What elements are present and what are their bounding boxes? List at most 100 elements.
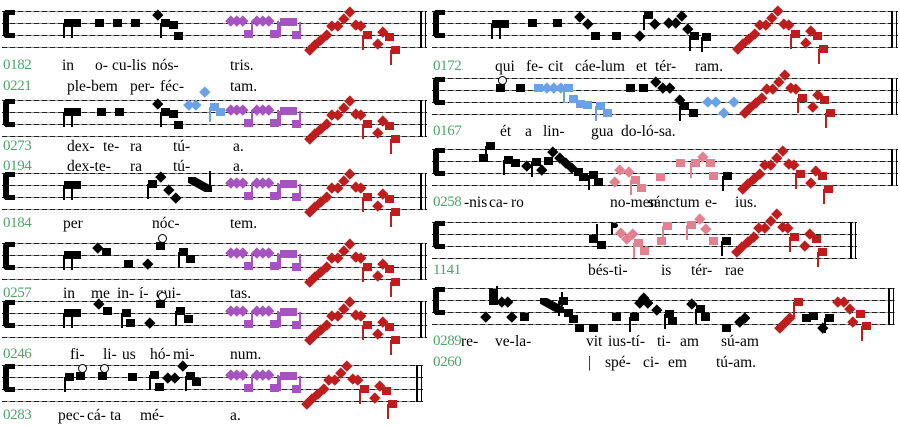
staff-line (432, 114, 898, 116)
note-square (708, 172, 718, 180)
note-diamond (581, 18, 593, 30)
chant-id: 0172 (433, 58, 462, 74)
staff-line (2, 365, 423, 367)
note-square (596, 241, 606, 249)
note-square (243, 30, 253, 38)
note-square (667, 317, 677, 325)
note-square (533, 84, 543, 92)
note-square (168, 110, 178, 118)
note-stem (251, 110, 254, 123)
note-square (574, 324, 584, 332)
note-stem (71, 112, 73, 127)
staff-line (2, 325, 427, 327)
note-stem (818, 49, 820, 64)
quilisma-curl (158, 292, 167, 301)
note-stem (63, 185, 65, 200)
c-clef-bowl (433, 221, 439, 249)
note-square (656, 237, 666, 245)
note-square (485, 142, 495, 150)
note-square (243, 119, 253, 127)
note-stem (63, 23, 65, 38)
double-barline (891, 149, 893, 187)
note-stem (823, 189, 825, 204)
note-square (243, 320, 253, 328)
note-square (588, 235, 598, 243)
note-stem (825, 113, 827, 128)
staff-system-7 (432, 69, 898, 128)
note-square (149, 371, 159, 379)
c-clef-top-serif (5, 99, 15, 104)
note-square (611, 313, 621, 321)
c-clef-bottom-serif (435, 244, 445, 249)
staff-line (2, 136, 427, 138)
note-square (790, 30, 800, 38)
note-stem (390, 212, 392, 227)
c-clef-bottom-serif (435, 310, 445, 315)
quilisma-note (495, 84, 505, 92)
c-clef-top-serif (5, 364, 15, 369)
note-square (291, 385, 301, 393)
c-clef-top-serif (435, 77, 445, 82)
note-square (824, 314, 834, 322)
note-square (64, 373, 74, 381)
lyric-syllable: gua (591, 123, 614, 140)
lyric-row: 0258 -nis ca-ro no-men sánctum e-ius. (432, 194, 898, 214)
double-barline (888, 288, 890, 326)
staff-line (2, 267, 427, 269)
note-square (575, 100, 585, 108)
note-stem (695, 309, 697, 324)
note-square (185, 255, 195, 263)
double-barline (895, 78, 898, 116)
staff-line (2, 124, 427, 126)
note-stem (71, 313, 73, 328)
note-square (789, 233, 799, 241)
c-clef (3, 172, 16, 200)
note-stem (662, 226, 664, 241)
staff-line (432, 47, 898, 49)
note-square (173, 121, 183, 129)
quilisma-curl (158, 234, 167, 243)
note-square (175, 307, 185, 315)
chant-id: 0194 (3, 158, 32, 174)
note-square (705, 159, 715, 167)
note-square (287, 372, 297, 380)
note-stem (64, 377, 66, 392)
note-stem (63, 112, 65, 127)
note-stem (485, 146, 487, 161)
staff-line (432, 234, 857, 236)
lyric-row: 0257 in me in-í-qui-tas. (2, 285, 427, 305)
note-square (588, 324, 598, 332)
note-stem (277, 21, 280, 34)
staff-line (432, 222, 857, 224)
staff-line (432, 324, 895, 326)
lyric-syllable: et (636, 58, 648, 75)
c-clef (3, 99, 16, 127)
note-square (112, 19, 122, 27)
note-square (643, 11, 653, 19)
note-square (662, 222, 672, 230)
c-clef-bottom-serif (5, 387, 15, 392)
note-diamond (650, 304, 662, 316)
note-square (279, 250, 289, 258)
staff-line (2, 313, 427, 315)
quilisma-note (75, 372, 85, 380)
note-square (390, 208, 400, 216)
note-square (582, 101, 592, 109)
staff-line (2, 185, 427, 187)
c-clef-bottom-serif (435, 171, 445, 176)
note-square (630, 176, 640, 184)
lyric-syllable: em (668, 354, 687, 371)
note-stem (390, 282, 392, 297)
c-clef (433, 148, 446, 176)
c-clef-bowl (3, 300, 9, 328)
chant-id: 0182 (3, 57, 32, 73)
note-square (362, 120, 372, 128)
note-square (686, 221, 696, 229)
lyric-syllable: ti- (657, 333, 671, 350)
quilisma-note (155, 300, 165, 308)
note-square (287, 18, 297, 26)
c-clef-top-serif (5, 242, 15, 247)
note-square (287, 308, 297, 316)
note-stem (251, 183, 254, 196)
note-square (63, 251, 73, 259)
